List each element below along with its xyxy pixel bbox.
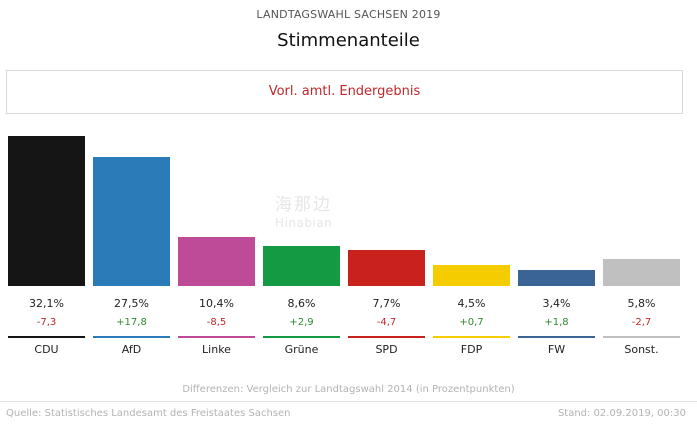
category-label-afd: AfD: [121, 343, 142, 356]
party-color-rule-fw: [518, 336, 595, 338]
value-label-fdp: 4,5%: [457, 297, 486, 310]
value-label-grne: 8,6%: [287, 297, 316, 310]
party-color-rule-grne: [263, 336, 340, 338]
category-label-linke: Linke: [202, 343, 231, 356]
value-label-spd: 7,7%: [372, 297, 401, 310]
bar-afd: [93, 157, 170, 286]
footer-divider: [0, 401, 697, 402]
bar-grne: [263, 246, 340, 286]
party-color-rule-afd: [93, 336, 170, 338]
diff-label-sonst: -2,7: [631, 317, 652, 328]
bar-fw: [518, 270, 595, 286]
bar-linke: [178, 237, 255, 286]
election-supertitle: LANDTAGSWAHL SACHSEN 2019: [256, 8, 441, 21]
party-color-rule-cdu: [8, 336, 85, 338]
diff-label-grne: +2,9: [289, 317, 314, 328]
diff-label-fdp: +0,7: [459, 317, 484, 328]
bar-fdp: [433, 265, 510, 286]
value-label-linke: 10,4%: [199, 297, 234, 310]
value-label-cdu: 32,1%: [29, 297, 64, 310]
bar-spd: [348, 250, 425, 286]
category-label-fw: FW: [547, 343, 566, 356]
diff-label-spd: -4,7: [376, 317, 397, 328]
diff-label-fw: +1,8: [544, 317, 569, 328]
result-status-box: Vorl. amtl. Endergebnis: [6, 70, 683, 114]
source-note: Quelle: Statistisches Landesamt des Frei…: [6, 408, 291, 419]
diff-label-cdu: -7,3: [36, 317, 57, 328]
result-status-text: Vorl. amtl. Endergebnis: [268, 84, 421, 99]
value-label-sonst: 5,8%: [627, 297, 656, 310]
diff-label-linke: -8,5: [206, 317, 227, 328]
bar-sonst: [603, 259, 680, 286]
bar-cdu: [8, 136, 85, 286]
party-color-rule-linke: [178, 336, 255, 338]
party-color-rule-sonst: [603, 336, 680, 338]
timestamp-note: Stand: 02.09.2019, 00:30: [557, 408, 686, 419]
chart-title: Stimmenanteile: [277, 30, 420, 51]
diff-label-afd: +17,8: [116, 317, 147, 328]
category-label-fdp: FDP: [460, 343, 483, 356]
category-label-cdu: CDU: [34, 343, 59, 356]
party-color-rule-fdp: [433, 336, 510, 338]
category-label-grne: Grüne: [284, 343, 319, 356]
value-label-fw: 3,4%: [542, 297, 571, 310]
value-label-afd: 27,5%: [114, 297, 149, 310]
category-label-sonst: Sonst.: [624, 343, 659, 356]
difference-footnote: Differenzen: Vergleich zur Landtagswahl …: [182, 384, 515, 395]
category-label-spd: SPD: [375, 343, 398, 356]
party-color-rule-spd: [348, 336, 425, 338]
